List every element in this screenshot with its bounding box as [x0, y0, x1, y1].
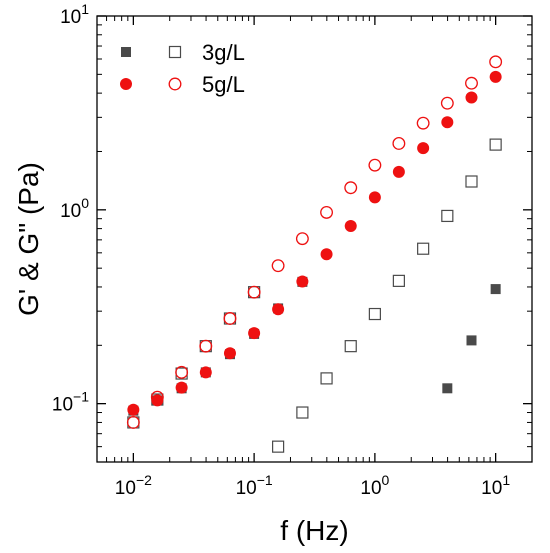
point-5gl-filled-circle [392, 165, 405, 178]
point-5gl-filled-circle [248, 327, 261, 340]
point-5gl-filled-circle [296, 275, 309, 288]
point-5gl-filled-circle [465, 91, 478, 104]
data-marks [126, 55, 503, 453]
point-3gl-open-square [368, 307, 381, 321]
point-5gl-filled-circle [175, 381, 188, 394]
point-5gl-open-circle [416, 116, 430, 130]
x-tick-label: 10−1 [236, 472, 273, 499]
x-tick-label: 100 [360, 472, 389, 499]
point-5gl-filled-circle [489, 70, 502, 83]
legend-filled-marker [120, 78, 132, 90]
point-3gl-open-square [296, 406, 309, 419]
point-5gl-open-circle [150, 390, 164, 404]
point-3gl-open-square [272, 440, 285, 453]
y-axis-title: G' & G" (Pa) [13, 162, 44, 316]
point-5gl-open-circle [295, 232, 309, 246]
point-5gl-filled-circle [320, 248, 333, 261]
point-3gl-open-square [320, 372, 333, 385]
legend-open-marker [168, 45, 182, 59]
y-tick-label: 101 [60, 1, 89, 28]
point-5gl-open-circle [368, 158, 382, 172]
point-5gl-filled-circle [368, 191, 381, 204]
point-5gl-open-circle [223, 312, 237, 325]
legend: 3g/L 5g/L [120, 40, 245, 97]
plot-frame [96, 15, 533, 463]
point-5gl-open-circle [489, 55, 503, 69]
point-5gl-filled-circle [441, 116, 454, 129]
legend-open-marker [168, 77, 182, 91]
point-3gl-open-square [489, 138, 502, 151]
point-5gl-open-circle [175, 365, 189, 379]
point-3gl-open-square [392, 274, 405, 287]
point-5gl-open-circle [199, 339, 213, 353]
point-5gl-open-circle [392, 137, 406, 150]
legend-label: 5g/L [202, 72, 245, 97]
point-3gl-open-square [417, 242, 430, 255]
point-5gl-filled-circle [272, 303, 285, 316]
point-5gl-filled-circle [223, 347, 236, 360]
point-5gl-open-circle [126, 415, 140, 429]
y-tick-label: 10−1 [52, 389, 89, 416]
legend-label: 3g/L [202, 40, 245, 65]
y-axis: 10−1 100 101 [52, 1, 532, 463]
point-5gl-filled-circle [344, 220, 357, 233]
point-3gl-open-square [465, 175, 478, 188]
legend-filled-marker [121, 47, 131, 57]
point-3gl-filled-square [490, 284, 501, 295]
point-3gl-filled-square [466, 335, 477, 346]
point-5gl-open-circle [271, 259, 285, 273]
point-5gl-filled-circle [199, 366, 212, 379]
point-3gl-filled-square [442, 383, 453, 394]
point-5gl-open-circle [247, 285, 261, 299]
plot-area [96, 15, 533, 463]
point-5gl-filled-circle [417, 142, 430, 155]
point-5gl-open-circle [320, 205, 334, 219]
point-3gl-open-square [441, 209, 454, 223]
y-tick-label: 100 [60, 195, 89, 222]
point-5gl-filled-circle [127, 403, 140, 416]
point-5gl-open-circle [344, 181, 358, 195]
x-tick-label: 101 [481, 472, 510, 499]
point-5gl-filled-circle [151, 394, 164, 407]
point-5gl-open-circle [440, 96, 454, 110]
point-5gl-open-circle [465, 76, 478, 90]
x-axis-title: f (Hz) [280, 515, 348, 546]
x-tick-label: 10−2 [115, 472, 152, 499]
x-axis: 10−2 10−1 100 101 [96, 16, 533, 499]
point-3gl-open-square [344, 340, 357, 353]
